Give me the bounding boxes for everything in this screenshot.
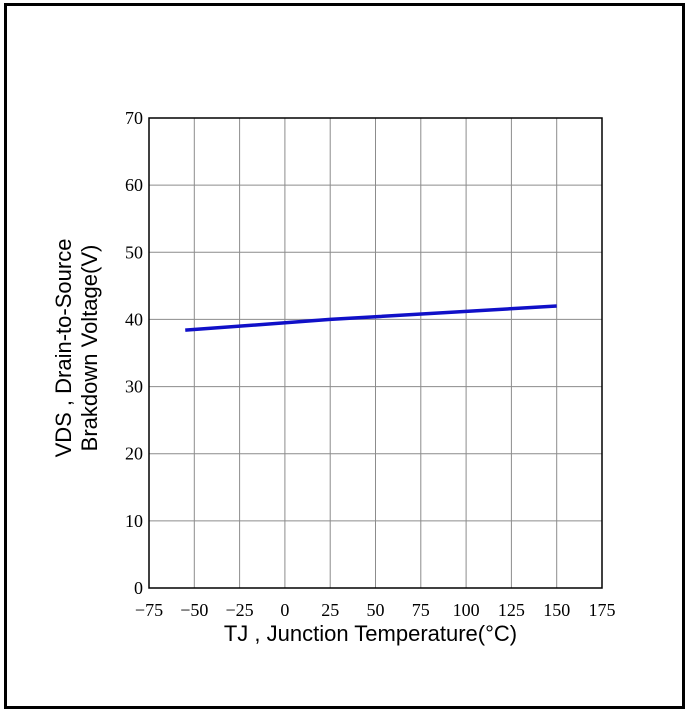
y-tick-label: 0 [134,578,143,598]
y-tick-label: 60 [125,175,143,195]
x-tick-label: −75 [135,600,163,620]
x-tick-label: 175 [589,600,616,620]
y-axis-label-line2: Brakdown Voltage(V) [77,245,102,452]
x-tick-label: 125 [498,600,525,620]
x-tick-label: 25 [321,600,339,620]
x-axis-label: TJ , Junction Temperature(°C) [224,621,517,646]
y-tick-label: 40 [125,309,143,329]
y-tick-label: 30 [125,377,143,397]
chart-frame [4,3,685,709]
series-line [185,304,557,332]
x-tick-label: 100 [453,600,480,620]
y-tick-labels: 0 10 20 30 40 50 60 70 [125,108,143,598]
x-tick-label: 50 [367,600,385,620]
series-layer [185,304,557,332]
x-tick-label: −25 [226,600,254,620]
plot-area [148,117,603,589]
x-tick-labels: −75 −50 −25 0 25 50 75 100 125 150 175 [135,600,616,620]
y-axis-label-line1: VDS , Drain-to-Source [51,239,76,458]
y-tick-label: 50 [125,242,143,262]
y-tick-label: 20 [125,444,143,464]
x-tick-label: 75 [412,600,430,620]
grid-lines [148,117,603,589]
y-tick-label: 10 [125,511,143,531]
x-tick-label: 0 [280,600,289,620]
y-axis-label: VDS , Drain-to-Source Brakdown Voltage(V… [51,239,102,458]
x-tick-label: 150 [543,600,570,620]
x-tick-label: −50 [180,600,208,620]
y-tick-label: 70 [125,108,143,128]
